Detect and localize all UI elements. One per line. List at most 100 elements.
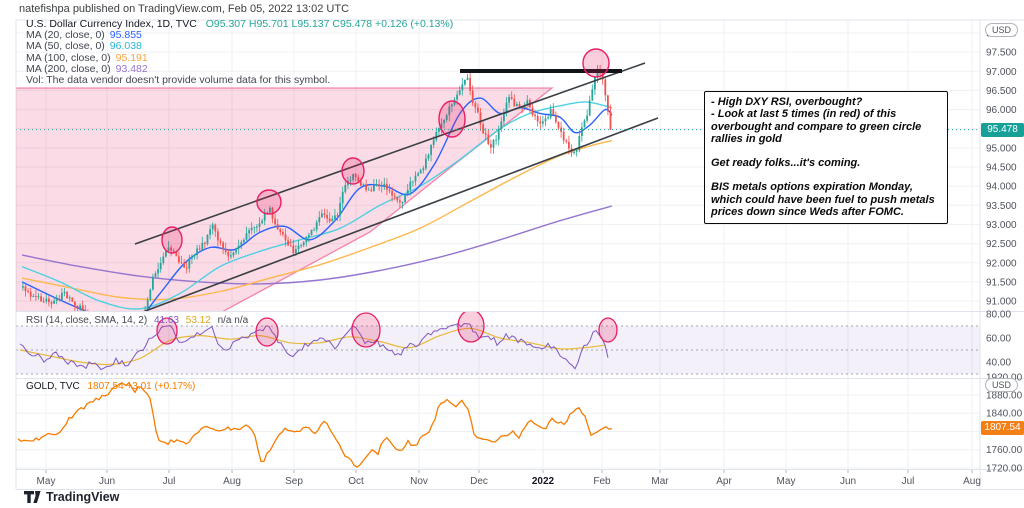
- rsi-legend[interactable]: RSI (14, close, SMA, 14, 2) 41.63 53.12 …: [26, 315, 252, 326]
- overbought-circle[interactable]: [438, 100, 466, 138]
- ma-legend-row[interactable]: MA (20, close, 0) 95.855: [26, 30, 453, 41]
- ma-legend-rows: MA (20, close, 0) 95.855 MA (50, close, 0)…: [26, 30, 453, 75]
- ma-legend-label: MA (20, close, 0): [26, 29, 105, 42]
- rsi-pane: [16, 310, 980, 375]
- price-axis-label: 93.500: [986, 201, 1017, 212]
- overbought-circle[interactable]: [341, 157, 365, 185]
- time-axis-label: Oct: [348, 476, 364, 487]
- rsi-overbought-circle[interactable]: [255, 317, 279, 347]
- gold-line: [17, 381, 613, 468]
- ma-legend-label: MA (100, close, 0): [26, 51, 111, 64]
- tradingview-logo-icon: [24, 490, 41, 503]
- attribution-text: natefishpa published on TradingView.com,…: [19, 3, 350, 15]
- pane-dividers: [15, 19, 1024, 490]
- main-axis-currency-label[interactable]: USD: [985, 23, 1019, 37]
- gold-axis-label: 1760.00: [986, 445, 1023, 456]
- gold-change-values: 1807.54 +3.01 (+0.17%): [87, 381, 196, 392]
- volume-note: Vol: The data vendor doesn't provide vol…: [26, 73, 331, 86]
- tradingview-logo[interactable]: TradingView: [24, 490, 119, 504]
- ma20-line: [21, 97, 613, 311]
- time-axis-label: 2022: [532, 476, 555, 487]
- gold-pane: [17, 381, 613, 468]
- time-axis-label: May: [37, 476, 56, 487]
- ma-legend-label: MA (200, close, 0): [26, 62, 111, 75]
- price-axis-label: 96.000: [986, 105, 1017, 116]
- time-axis-label: Jul: [902, 476, 915, 487]
- annotation-paragraph: [711, 169, 941, 181]
- annotation-paragraph: - Look at last 5 times (in red) of this …: [711, 108, 922, 145]
- time-axis-label: Sep: [285, 476, 303, 487]
- price-axis-label: 91.000: [986, 297, 1017, 308]
- ma-legend-row[interactable]: MA (100, close, 0) 95.191: [26, 51, 453, 64]
- price-axis-label: 92.000: [986, 258, 1017, 269]
- overbought-circle[interactable]: [582, 48, 610, 78]
- time-axis-label: Aug: [223, 476, 241, 487]
- price-axis-label: 94.000: [986, 182, 1017, 193]
- ma-legend-row[interactable]: MA (200, close, 0) 93.482: [26, 62, 453, 75]
- gold-last-price-badge: 1807.54: [981, 421, 1024, 435]
- channel-upper-trendline[interactable]: [134, 62, 646, 245]
- gold-axis-currency-label[interactable]: USD: [985, 378, 1019, 392]
- gold-axis-label: 1840.00: [986, 409, 1023, 420]
- gold-symbol-title: GOLD, TVC: [26, 381, 80, 392]
- gold-axis-label: 1920.00: [986, 372, 1023, 383]
- ma-legend-value: 93.482: [115, 62, 148, 75]
- gold-legend[interactable]: GOLD, TVC 1807.54 +3.01 (+0.17%): [26, 381, 195, 392]
- ma200-line: [21, 205, 613, 285]
- rsi-line: [19, 323, 609, 371]
- time-axis-label: Jun: [840, 476, 856, 487]
- price-axis-label: 95.000: [986, 143, 1017, 154]
- time-axis-label: Jun: [99, 476, 115, 487]
- ma-legend-value: 95.855: [109, 29, 142, 42]
- time-axis-label: Dec: [470, 476, 488, 487]
- rsi-axis-label: 60.00: [986, 334, 1011, 345]
- time-axis-label: Apr: [716, 476, 732, 487]
- annotation-paragraph: - High DXY RSI, overbought?: [711, 96, 863, 108]
- annotation-paragraph: BIS metals options expiration Monday, wh…: [711, 181, 935, 219]
- rsi-legend-label: RSI (14, close, SMA, 14, 2): [26, 315, 148, 326]
- symbol-legend-row[interactable]: U.S. Dollar Currency Index, 1D, TVC O95.…: [26, 18, 453, 30]
- price-axis-label: 97.500: [986, 48, 1017, 59]
- price-axis-label: 97.000: [986, 67, 1017, 78]
- ma50-line: [21, 101, 613, 310]
- time-axis-label: Jul: [163, 476, 176, 487]
- annotation-note[interactable]: - High DXY RSI, overbought? - Look at las…: [704, 91, 948, 225]
- time-axis-label: May: [777, 476, 796, 487]
- gold-axis-label: 1880.00: [986, 391, 1023, 402]
- rsi-overbought-circle[interactable]: [598, 317, 618, 343]
- ma-legend-label: MA (50, close, 0): [26, 40, 105, 53]
- annotation-paragraph: Get ready folks...it's coming.: [711, 157, 861, 170]
- time-axis-label: Mar: [651, 476, 669, 487]
- rsi-axis-label: 80.00: [986, 310, 1011, 321]
- rsi-axis-label: 40.00: [986, 358, 1011, 369]
- price-axis-label: 96.500: [986, 86, 1017, 97]
- rsi-value-2: 53.12: [185, 315, 211, 326]
- price-axis-label: 94.500: [986, 163, 1017, 174]
- gold-axis-label: 1720.00: [986, 463, 1023, 474]
- annotation-paragraph: [711, 145, 941, 157]
- price-axis-label: 92.500: [986, 239, 1017, 250]
- time-axis-label: Nov: [410, 476, 428, 487]
- rsi-overbought-circle[interactable]: [351, 312, 381, 348]
- ma-legend-value: 95.191: [115, 51, 148, 64]
- ma-legend-row[interactable]: MA (50, close, 0) 96.038: [26, 41, 453, 52]
- channel-lower-trendline[interactable]: [140, 117, 659, 313]
- tradingview-logo-text: TradingView: [46, 490, 120, 504]
- dxy-main-pane: [16, 48, 659, 313]
- dxy-last-price-badge: 95.478: [981, 123, 1024, 137]
- rsi-value-1: 41.63: [153, 315, 179, 326]
- overbought-circle[interactable]: [256, 189, 282, 215]
- price-axis-label: 91.500: [986, 277, 1017, 288]
- axis-labels: 98.00097.50097.00096.50096.00095.00094.5…: [37, 29, 1023, 488]
- overbought-circle[interactable]: [161, 226, 183, 254]
- time-axis-label: Aug: [963, 476, 981, 487]
- rsi-overbought-circle[interactable]: [156, 317, 178, 345]
- price-axis-label: 93.000: [986, 220, 1017, 231]
- symbol-title: U.S. Dollar Currency Index, 1D, TVC: [26, 18, 197, 30]
- main-legend: U.S. Dollar Currency Index, 1D, TVC O95.…: [26, 18, 453, 86]
- rsi-na-values: n/a n/a: [217, 315, 249, 326]
- ma-legend-value: 96.038: [109, 40, 142, 53]
- rsi-overbought-circle[interactable]: [457, 310, 485, 343]
- time-axis-label: Feb: [593, 476, 611, 487]
